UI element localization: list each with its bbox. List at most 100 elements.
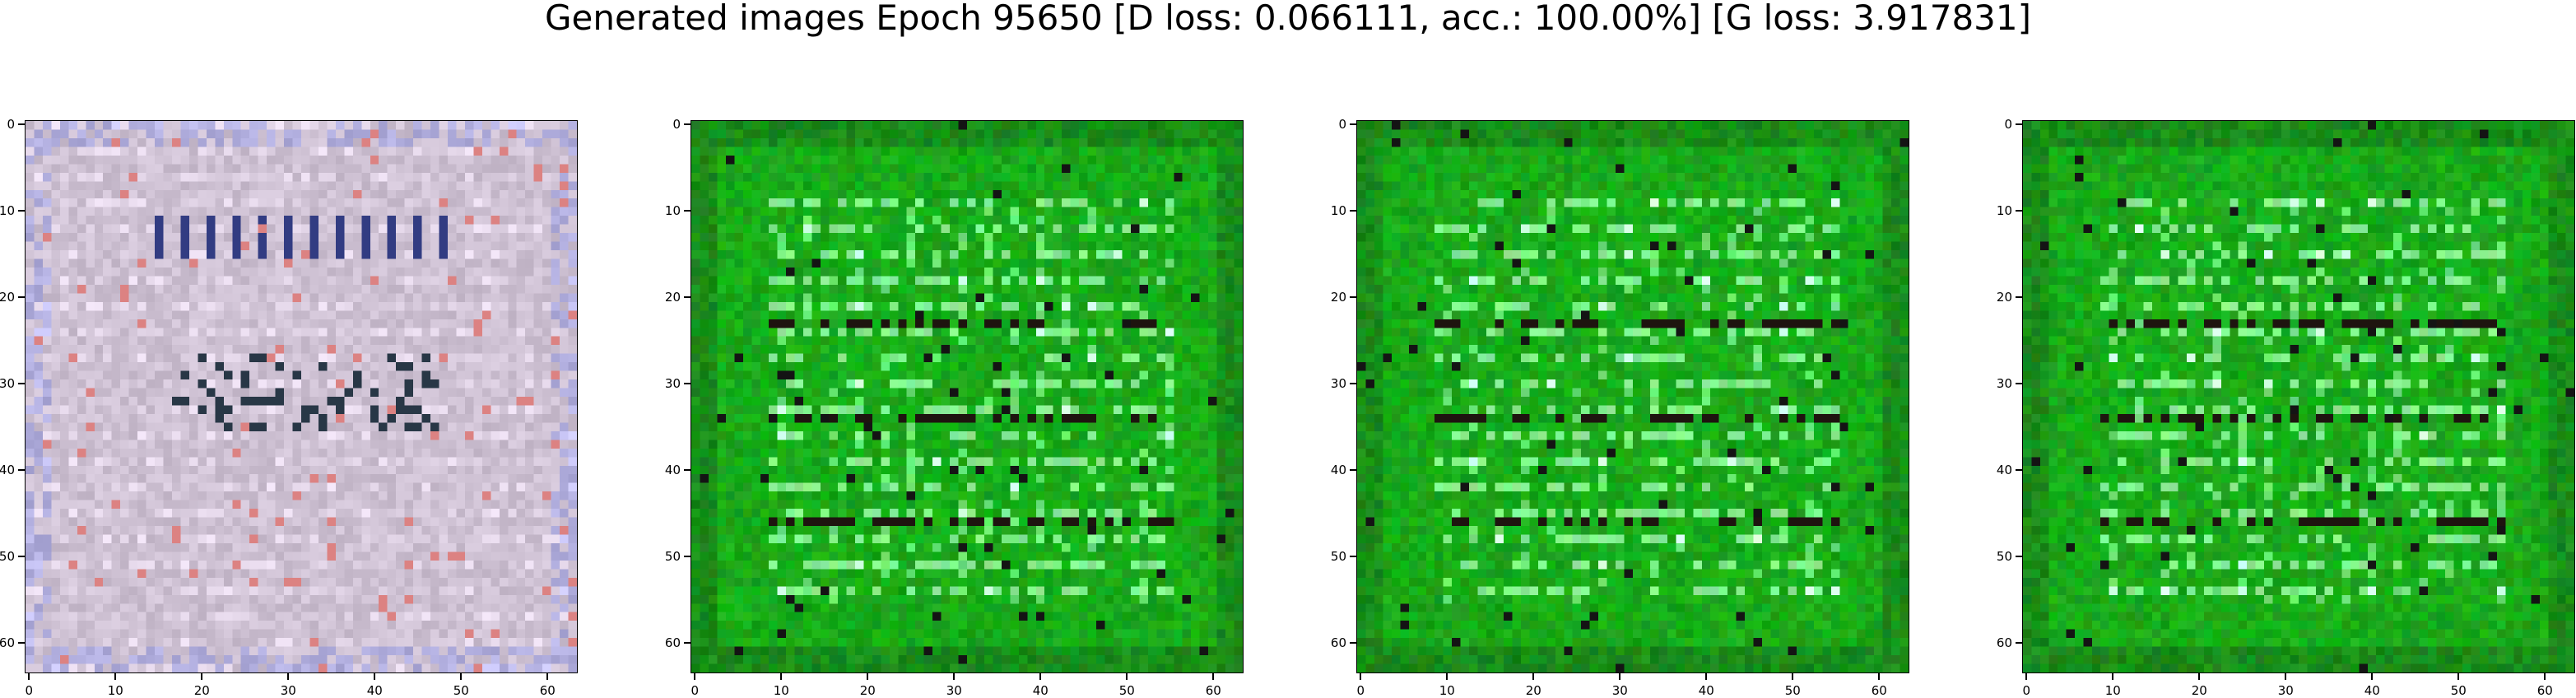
- y-tick-mark: [684, 469, 690, 471]
- y-tick-mark: [2016, 469, 2022, 471]
- x-tick-label: 0: [0, 683, 62, 698]
- x-tick-label: 20: [1500, 683, 1566, 698]
- y-tick-mark: [18, 123, 25, 125]
- figure-title: Generated images Epoch 95650 [D loss: 0.…: [0, 0, 2576, 36]
- y-tick-label: 60: [665, 635, 681, 650]
- x-tick-label: 10: [82, 683, 148, 698]
- y-tick-label: 10: [665, 203, 681, 218]
- y-tick-label: 40: [1331, 463, 1346, 477]
- y-tick-label: 50: [0, 549, 15, 564]
- y-tick-mark: [684, 123, 690, 125]
- y-tick-label: 0: [7, 117, 15, 132]
- y-tick-label: 20: [1997, 290, 2012, 305]
- y-tick-label: 10: [1331, 203, 1346, 218]
- x-tick-mark: [546, 673, 548, 680]
- x-tick-label: 20: [2166, 683, 2232, 698]
- y-tick-mark: [18, 383, 25, 384]
- y-tick-label: 10: [1997, 203, 2012, 218]
- x-tick-mark: [1212, 673, 1214, 680]
- x-tick-mark: [287, 673, 289, 680]
- y-tick-mark: [1350, 210, 1356, 212]
- y-tick-mark: [1350, 469, 1356, 471]
- y-tick-mark: [1350, 383, 1356, 384]
- y-tick-mark: [18, 469, 25, 471]
- y-tick-label: 50: [1997, 549, 2012, 564]
- x-tick-label: 40: [1673, 683, 1739, 698]
- x-tick-mark: [2112, 673, 2113, 680]
- x-tick-label: 20: [835, 683, 900, 698]
- y-tick-label: 0: [1338, 117, 1346, 132]
- x-tick-label: 10: [1414, 683, 1480, 698]
- y-tick-label: 60: [1331, 635, 1346, 650]
- y-tick-label: 30: [1331, 376, 1346, 391]
- y-tick-mark: [2016, 556, 2022, 557]
- y-tick-mark: [684, 383, 690, 384]
- y-tick-mark: [1350, 296, 1356, 298]
- y-tick-mark: [684, 556, 690, 557]
- x-tick-mark: [1792, 673, 1793, 680]
- x-tick-mark: [867, 673, 868, 680]
- pixel-grid: [26, 121, 577, 672]
- x-tick-label: 50: [2425, 683, 2491, 698]
- y-tick-label: 30: [665, 376, 681, 391]
- y-tick-label: 20: [1331, 290, 1346, 305]
- x-tick-label: 50: [1760, 683, 1825, 698]
- x-tick-mark: [2371, 673, 2373, 680]
- y-tick-mark: [18, 556, 25, 557]
- x-tick-mark: [2457, 673, 2459, 680]
- x-tick-mark: [2544, 673, 2546, 680]
- generated-image-3: [1356, 120, 1909, 673]
- x-tick-mark: [1126, 673, 1128, 680]
- y-tick-mark: [2016, 642, 2022, 644]
- x-tick-label: 10: [748, 683, 814, 698]
- x-tick-label: 10: [2080, 683, 2146, 698]
- x-tick-label: 30: [2253, 683, 2318, 698]
- pixel-grid: [691, 121, 1243, 672]
- y-tick-mark: [18, 642, 25, 644]
- x-tick-mark: [374, 673, 375, 680]
- generated-image-2: [690, 120, 1244, 673]
- x-tick-label: 0: [662, 683, 728, 698]
- y-tick-label: 40: [665, 463, 681, 477]
- x-tick-label: 30: [1587, 683, 1653, 698]
- y-tick-label: 40: [1997, 463, 2012, 477]
- x-tick-label: 30: [255, 683, 321, 698]
- y-tick-label: 60: [0, 635, 15, 650]
- x-tick-mark: [953, 673, 955, 680]
- y-tick-label: 20: [0, 290, 15, 305]
- x-tick-mark: [1446, 673, 1448, 680]
- x-tick-mark: [1039, 673, 1041, 680]
- x-tick-label: 0: [1993, 683, 2059, 698]
- pixel-grid: [2023, 121, 2574, 672]
- y-tick-mark: [18, 210, 25, 212]
- x-tick-mark: [694, 673, 695, 680]
- x-tick-mark: [1705, 673, 1707, 680]
- y-tick-mark: [2016, 296, 2022, 298]
- y-tick-label: 0: [2004, 117, 2012, 132]
- x-tick-label: 40: [342, 683, 407, 698]
- x-tick-mark: [1878, 673, 1880, 680]
- y-tick-label: 40: [0, 463, 15, 477]
- y-tick-mark: [2016, 210, 2022, 212]
- generated-image-1: [25, 120, 578, 673]
- x-tick-mark: [2198, 673, 2200, 680]
- y-tick-label: 20: [665, 290, 681, 305]
- y-tick-label: 30: [1997, 376, 2012, 391]
- x-tick-mark: [28, 673, 30, 680]
- x-tick-mark: [201, 673, 202, 680]
- x-tick-mark: [2025, 673, 2027, 680]
- y-tick-label: 50: [665, 549, 681, 564]
- x-tick-label: 0: [1328, 683, 1393, 698]
- x-tick-label: 40: [2339, 683, 2405, 698]
- y-tick-mark: [2016, 123, 2022, 125]
- x-tick-label: 50: [1094, 683, 1160, 698]
- pixel-grid: [1357, 121, 1909, 672]
- y-tick-mark: [684, 210, 690, 212]
- x-tick-label: 40: [1007, 683, 1073, 698]
- x-tick-mark: [2285, 673, 2286, 680]
- generated-image-4: [2022, 120, 2575, 673]
